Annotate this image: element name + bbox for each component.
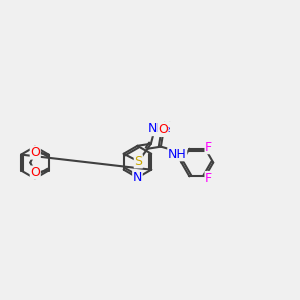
Text: H: H	[163, 121, 171, 131]
Text: F: F	[205, 141, 212, 154]
Text: O: O	[158, 123, 168, 136]
Text: NH₂: NH₂	[148, 122, 172, 135]
Text: F: F	[205, 172, 212, 184]
Text: O: O	[30, 146, 40, 159]
Text: N: N	[133, 171, 142, 184]
Text: NH: NH	[168, 148, 187, 161]
Text: S: S	[134, 155, 142, 168]
Text: NH: NH	[150, 123, 169, 136]
Text: O: O	[30, 166, 40, 179]
